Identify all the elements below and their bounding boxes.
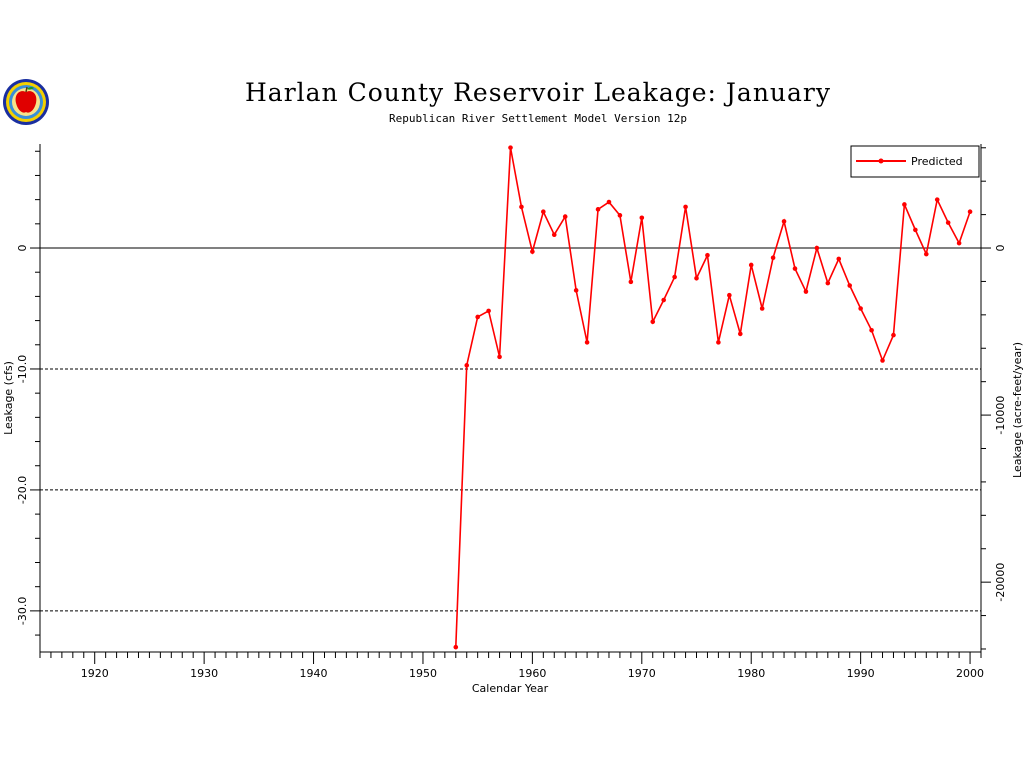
data-point xyxy=(453,644,459,650)
y-tick-label: -20.0 xyxy=(16,476,29,504)
chart-title: Harlan County Reservoir Leakage: January xyxy=(245,78,831,107)
x-axis-label: Calendar Year xyxy=(472,682,549,695)
data-point xyxy=(683,204,688,210)
data-point xyxy=(672,274,677,280)
data-point xyxy=(650,319,656,325)
data-point xyxy=(869,327,874,333)
data-point xyxy=(551,232,557,238)
x-tick-label: 1920 xyxy=(81,667,109,680)
data-point xyxy=(913,227,918,233)
legend: Predicted xyxy=(850,145,980,178)
data-point xyxy=(945,220,951,225)
data-point xyxy=(727,292,732,298)
data-point xyxy=(508,145,513,150)
x-tick-label: 1950 xyxy=(409,667,437,680)
data-point xyxy=(584,340,590,345)
data-point xyxy=(814,245,820,251)
x-tick-label: 1990 xyxy=(847,667,875,680)
chart-subtitle: Republican River Settlement Model Versio… xyxy=(388,112,687,125)
data-point xyxy=(562,214,568,219)
data-point xyxy=(497,354,502,360)
data-point xyxy=(748,262,754,268)
y2-tick-label: 0 xyxy=(994,245,1007,252)
reference-lines xyxy=(40,247,981,612)
y-tick-label: 0 xyxy=(16,245,29,252)
data-point xyxy=(880,358,885,363)
data-point xyxy=(573,288,579,293)
data-point xyxy=(934,197,940,202)
data-point xyxy=(530,249,535,254)
agency-logo-icon xyxy=(2,78,50,126)
series-line xyxy=(454,147,971,648)
data-point xyxy=(923,251,929,257)
data-point xyxy=(781,219,787,224)
data-point xyxy=(694,275,699,281)
series-predicted xyxy=(453,145,973,650)
data-point xyxy=(606,199,612,205)
data-point xyxy=(956,240,962,246)
x-tick-label: 1980 xyxy=(737,667,765,680)
y2-axis-label: Leakage (acre-feet/year) xyxy=(1011,342,1024,478)
legend-label-predicted: Predicted xyxy=(911,155,963,168)
x-axis-ticks: 1920 1930 1940 1950 1960 1970 1980 1990 2000 xyxy=(39,652,984,680)
y2-axis-ticks: 0 -10000 -20000 xyxy=(981,147,1007,650)
data-point xyxy=(770,255,776,260)
data-point xyxy=(737,331,743,337)
data-point xyxy=(825,280,831,286)
data-point xyxy=(759,306,765,311)
data-point xyxy=(847,283,852,288)
y-tick-label: -30.0 xyxy=(16,597,29,625)
data-point xyxy=(836,256,842,262)
y-axis-ticks: 0 -10.0 -20.0 -30.0 xyxy=(16,150,40,636)
x-tick-label: 1970 xyxy=(628,667,656,680)
y2-tick-label: -10000 xyxy=(994,396,1007,435)
x-tick-label: 1930 xyxy=(190,667,218,680)
data-point xyxy=(716,340,721,345)
data-point xyxy=(639,215,645,221)
data-point xyxy=(617,213,623,218)
x-tick-label: 1960 xyxy=(518,667,546,680)
legend-marker-predicted xyxy=(878,158,884,164)
x-tick-label: 1940 xyxy=(300,667,328,680)
x-tick-label: 2000 xyxy=(956,667,984,680)
data-point xyxy=(628,279,634,285)
y2-tick-label: -20000 xyxy=(994,563,1007,602)
data-point xyxy=(486,308,491,314)
data-point xyxy=(858,306,863,311)
data-point xyxy=(967,209,973,215)
data-point xyxy=(891,332,896,338)
data-point xyxy=(541,209,546,215)
data-point xyxy=(464,363,470,368)
axes-frame xyxy=(39,144,982,653)
data-point xyxy=(803,289,809,294)
data-point xyxy=(792,266,798,271)
y-tick-label: -10.0 xyxy=(16,355,29,383)
data-point xyxy=(661,297,666,303)
data-point xyxy=(902,202,907,207)
data-point xyxy=(705,252,710,258)
data-point xyxy=(475,314,480,320)
y-axis-label: Leakage (cfs) xyxy=(2,361,15,435)
data-point xyxy=(519,204,524,210)
data-point xyxy=(595,207,601,212)
